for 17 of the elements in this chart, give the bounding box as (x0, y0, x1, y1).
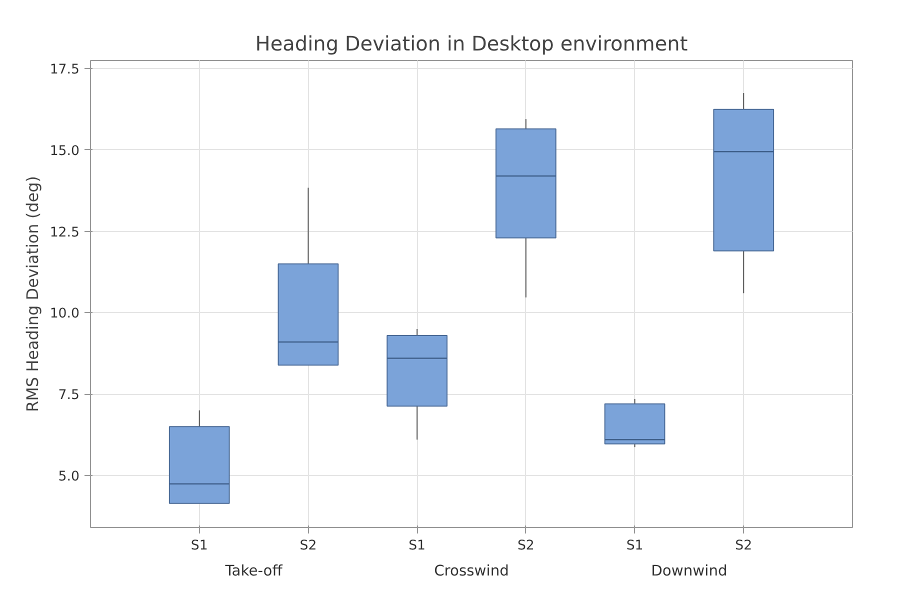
y-tick-label: 17.5 (50, 62, 80, 78)
y-tick-label: 10.0 (50, 306, 80, 322)
x-tick-label: S2 (735, 538, 752, 554)
chart-title: Heading Deviation in Desktop environment (255, 32, 688, 56)
y-tick-label: 5.0 (58, 469, 80, 484)
x-tick-label: S1 (626, 538, 644, 554)
x-tick-label: S2 (300, 538, 317, 554)
y-tick-label: 7.5 (58, 388, 80, 404)
x-tick-label: S1 (408, 538, 426, 554)
x-tick-label: S1 (190, 538, 208, 554)
y-axis-title: RMS Heading Deviation (deg) (22, 176, 42, 412)
y-tick-label: 12.5 (50, 225, 80, 240)
text: Downwind (651, 562, 728, 580)
y-tick-label: 15.0 (50, 144, 80, 159)
text: Crosswind (434, 562, 509, 580)
text: Take-off (224, 562, 284, 580)
x-tick-label: S2 (517, 538, 534, 554)
